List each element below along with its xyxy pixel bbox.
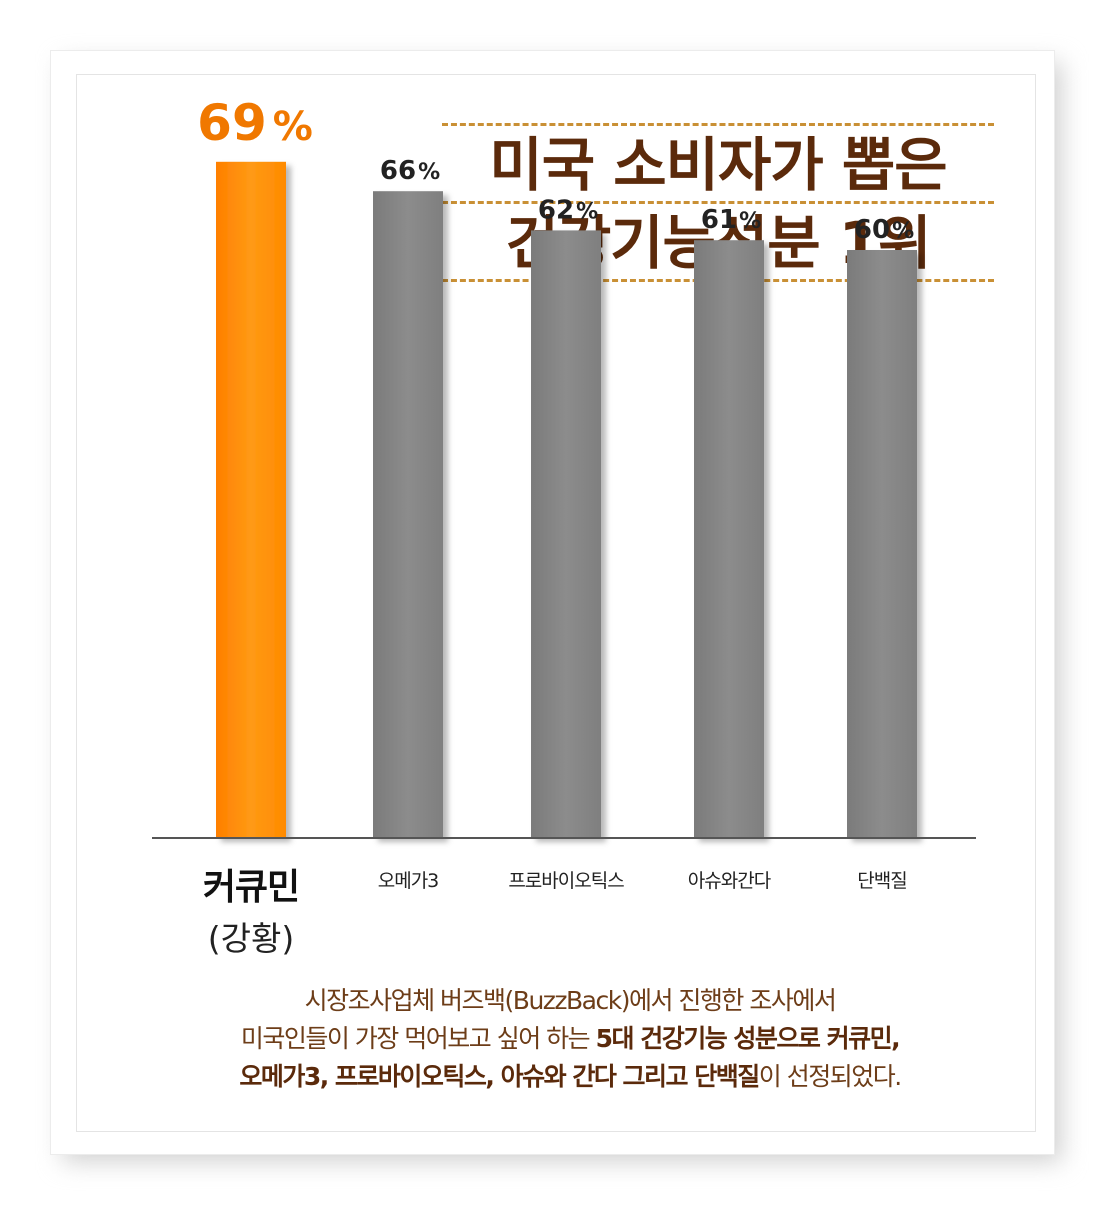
x-tick-label-1: 커큐민 [202, 867, 300, 908]
value-label-5: 60% [854, 215, 914, 245]
caption-line2-bold: 5대 건강기능 성분으로 커큐민, [595, 1024, 901, 1053]
value-label-4: 61% [701, 205, 761, 235]
value-label-2: 66% [380, 156, 440, 186]
title-dash-middle [442, 201, 994, 204]
caption-line3-plain: 이 선정되었다. [758, 1062, 902, 1091]
value-label-3: 62% [538, 195, 598, 225]
x-tick-label-3: 프로바이오틱스 [508, 870, 624, 892]
bar-5 [847, 250, 917, 838]
bar-2 [373, 191, 443, 838]
caption-line1: 시장조사업체 버즈백(BuzzBack)에서 진행한 조사에서 [304, 986, 837, 1015]
bar-4 [694, 240, 764, 838]
caption-line3-bold: 오메가3, 프로바이오틱스, 아슈와 간다 그리고 단백질 [239, 1062, 760, 1091]
bar-1 [216, 161, 286, 839]
x-tick-label-4: 아슈와간다 [687, 870, 771, 892]
x-tick-label-5: 단백질 [857, 870, 907, 892]
value-label-1: 69% [197, 94, 313, 152]
caption-line3: 오메가3, 프로바이오틱스, 아슈와 간다 그리고 단백질이 선정되었다. [140, 1058, 1000, 1096]
caption-line2: 미국인들이 가장 먹어보고 싶어 하는 5대 건강기능 성분으로 커큐민, [140, 1020, 1000, 1058]
title-dash-top [442, 123, 994, 126]
bar-3 [531, 230, 601, 838]
x-tick-label-2: 오메가3 [377, 870, 440, 892]
chart-title-line1: 미국 소비자가 뽑은 [489, 131, 947, 199]
caption: 시장조사업체 버즈백(BuzzBack)에서 진행한 조사에서 미국인들이 가장… [140, 982, 1000, 1096]
caption-line2-plain: 미국인들이 가장 먹어보고 싶어 하는 [240, 1024, 596, 1053]
x-tick-sublabel-1: (강황) [207, 919, 295, 958]
